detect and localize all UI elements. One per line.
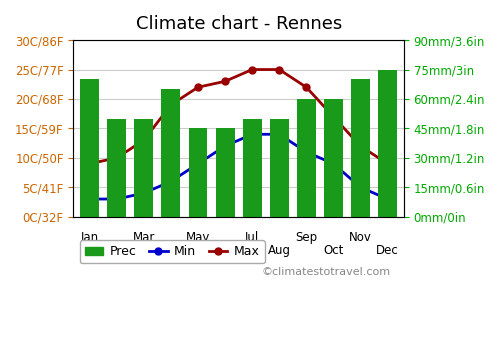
Text: Jul: Jul xyxy=(245,231,260,244)
Text: Jun: Jun xyxy=(216,244,234,258)
Text: Nov: Nov xyxy=(349,231,372,244)
Text: Mar: Mar xyxy=(132,231,155,244)
Text: ©climatestotravel.com: ©climatestotravel.com xyxy=(262,267,391,277)
Bar xyxy=(134,119,154,217)
Text: Jan: Jan xyxy=(80,231,99,244)
Bar xyxy=(297,99,316,217)
Bar xyxy=(188,128,208,217)
Bar xyxy=(351,79,370,217)
Text: Aug: Aug xyxy=(268,244,290,258)
Legend: Prec, Min, Max: Prec, Min, Max xyxy=(80,240,264,264)
Bar xyxy=(108,119,126,217)
Text: Dec: Dec xyxy=(376,244,399,258)
Bar xyxy=(80,79,99,217)
Text: Oct: Oct xyxy=(323,244,344,258)
Bar xyxy=(324,99,343,217)
Text: May: May xyxy=(186,231,210,244)
Text: Feb: Feb xyxy=(106,244,127,258)
Text: Sep: Sep xyxy=(295,231,318,244)
Text: Apr: Apr xyxy=(160,244,181,258)
Bar xyxy=(242,119,262,217)
Title: Climate chart - Rennes: Climate chart - Rennes xyxy=(136,15,342,33)
Bar xyxy=(270,119,288,217)
Bar xyxy=(216,128,234,217)
Bar xyxy=(162,89,180,217)
Bar xyxy=(378,70,397,217)
